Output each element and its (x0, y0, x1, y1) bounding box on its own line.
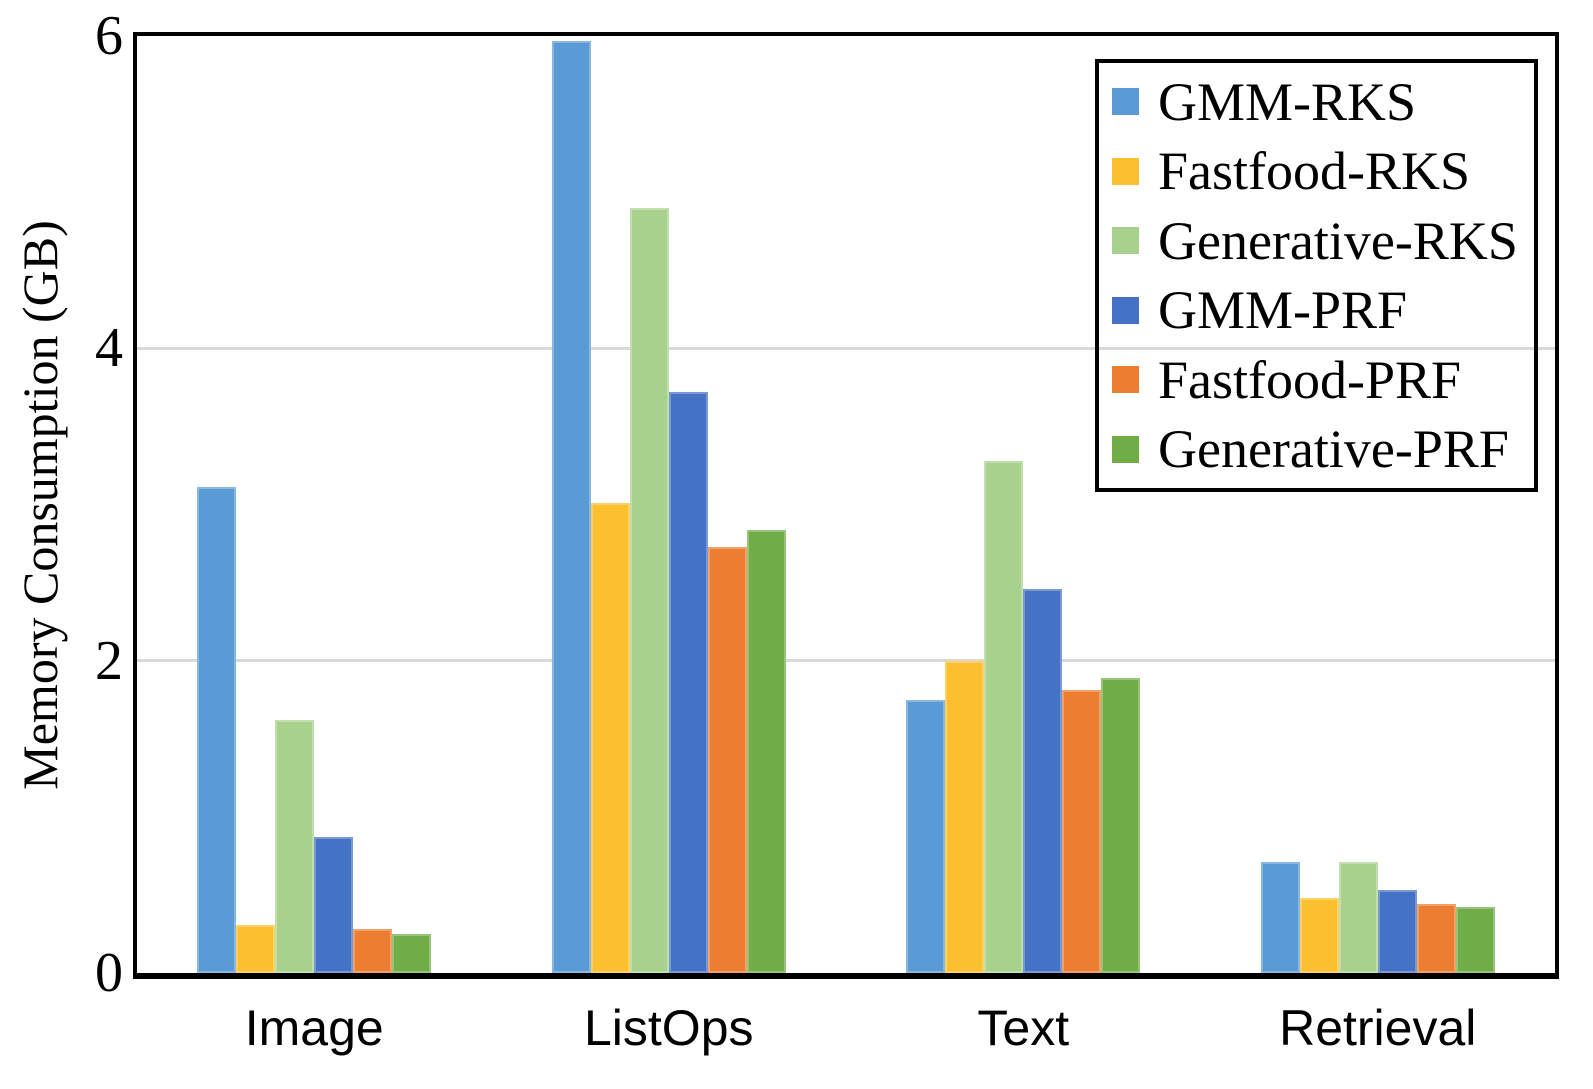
gridline-y-2 (137, 659, 1555, 663)
legend-label-generative-prf: Generative-PRF (1158, 419, 1509, 480)
y-tick-label-4: 4 (95, 317, 123, 380)
x-category-label-text: Text (977, 1000, 1070, 1056)
bar-image-fastfood-rks (236, 924, 276, 973)
y-tick-label-2: 2 (95, 629, 123, 692)
bar-listops-generative-prf (746, 529, 786, 973)
x-category-label-retrieval: Retrieval (1279, 1000, 1477, 1056)
y-axis-title: Memory Consumption (GB) (12, 220, 68, 790)
legend-swatch-gmm-rks (1112, 88, 1139, 116)
bar-listops-gmm-rks (551, 40, 591, 973)
plot-area (137, 36, 1555, 973)
bar-text-fastfood-prf (1062, 690, 1102, 973)
bar-retrieval-gmm-prf (1377, 890, 1417, 973)
y-tick-label-0: 0 (95, 942, 123, 1004)
legend-item-fastfood-prf: Fastfood-PRF (1112, 345, 1534, 414)
legend-item-generative-rks: Generative-RKS (1112, 206, 1534, 275)
bar-text-gmm-rks (906, 699, 946, 973)
y-tick-label-6: 6 (95, 5, 123, 67)
legend-label-generative-rks: Generative-RKS (1158, 210, 1518, 271)
bar-listops-gmm-prf (668, 392, 708, 973)
bar-text-generative-prf (1101, 677, 1141, 973)
legend-label-gmm-prf: GMM-PRF (1158, 280, 1408, 341)
legend-item-gmm-prf: GMM-PRF (1112, 276, 1534, 345)
bar-retrieval-fastfood-prf (1416, 904, 1456, 973)
bar-image-gmm-prf (314, 837, 354, 973)
bar-listops-fastfood-prf (707, 546, 747, 973)
bar-text-gmm-prf (1023, 588, 1063, 973)
x-category-label-listops: ListOps (583, 1000, 754, 1056)
bar-text-generative-rks (984, 460, 1024, 973)
gridline-y-4 (137, 346, 1555, 350)
legend-swatch-fastfood-prf (1112, 366, 1139, 394)
legend-label-fastfood-rks: Fastfood-RKS (1158, 141, 1471, 202)
legend-swatch-generative-rks (1112, 227, 1139, 255)
legend-swatch-gmm-prf (1112, 296, 1139, 324)
bar-image-fastfood-prf (353, 929, 393, 973)
legend: GMM-RKS Fastfood-RKS Generative-RKS GMM-PRF… (1095, 59, 1538, 492)
bar-retrieval-fastfood-rks (1299, 898, 1339, 973)
legend-item-generative-prf: Generative-PRF (1112, 415, 1534, 484)
bar-image-gmm-rks (197, 487, 237, 973)
bar-retrieval-generative-prf (1455, 907, 1495, 973)
bar-retrieval-gmm-rks (1260, 862, 1300, 973)
x-category-label-image: Image (244, 1000, 384, 1056)
bar-text-fastfood-rks (945, 660, 985, 973)
bar-listops-fastfood-rks (590, 502, 630, 973)
legend-label-gmm-rks: GMM-RKS (1158, 71, 1417, 132)
bar-image-generative-rks (275, 720, 315, 973)
legend-swatch-fastfood-rks (1112, 157, 1139, 185)
bar-image-generative-prf (392, 933, 432, 973)
legend-swatch-generative-prf (1112, 435, 1139, 463)
bar-listops-generative-rks (629, 207, 669, 973)
bar-retrieval-generative-rks (1338, 862, 1378, 973)
legend-label-fastfood-prf: Fastfood-PRF (1158, 349, 1462, 410)
legend-item-gmm-rks: GMM-RKS (1112, 67, 1534, 136)
legend-item-fastfood-rks: Fastfood-RKS (1112, 137, 1534, 206)
